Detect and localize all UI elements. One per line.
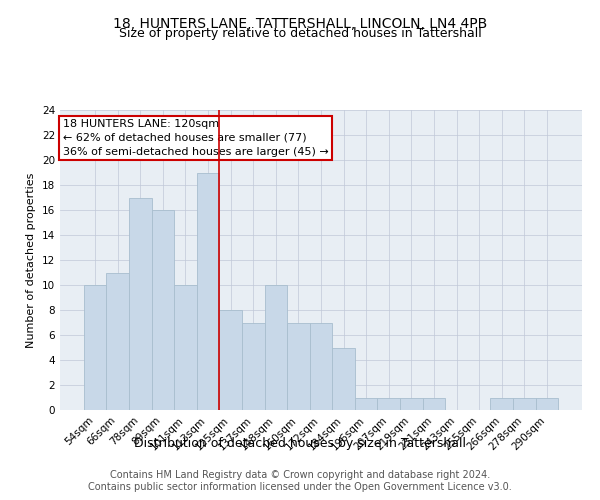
Bar <box>106 272 129 410</box>
Text: 18 HUNTERS LANE: 120sqm
← 62% of detached houses are smaller (77)
36% of semi-de: 18 HUNTERS LANE: 120sqm ← 62% of detache… <box>62 119 328 157</box>
Bar <box>287 322 310 410</box>
Bar <box>129 198 152 410</box>
Bar <box>84 285 106 410</box>
Bar <box>310 322 332 410</box>
Bar <box>152 210 174 410</box>
Bar <box>355 398 377 410</box>
Y-axis label: Number of detached properties: Number of detached properties <box>26 172 37 348</box>
Bar <box>513 398 536 410</box>
Bar <box>265 285 287 410</box>
Text: 18, HUNTERS LANE, TATTERSHALL, LINCOLN, LN4 4PB: 18, HUNTERS LANE, TATTERSHALL, LINCOLN, … <box>113 18 487 32</box>
Bar <box>332 348 355 410</box>
Bar <box>400 398 422 410</box>
Bar <box>242 322 265 410</box>
Text: Contains public sector information licensed under the Open Government Licence v3: Contains public sector information licen… <box>88 482 512 492</box>
Bar <box>422 398 445 410</box>
Bar <box>197 172 220 410</box>
Text: Contains HM Land Registry data © Crown copyright and database right 2024.: Contains HM Land Registry data © Crown c… <box>110 470 490 480</box>
Bar <box>490 398 513 410</box>
Bar <box>536 398 558 410</box>
Text: Size of property relative to detached houses in Tattershall: Size of property relative to detached ho… <box>119 28 481 40</box>
Bar <box>220 310 242 410</box>
Bar <box>174 285 197 410</box>
Bar <box>377 398 400 410</box>
Text: Distribution of detached houses by size in Tattershall: Distribution of detached houses by size … <box>134 438 466 450</box>
